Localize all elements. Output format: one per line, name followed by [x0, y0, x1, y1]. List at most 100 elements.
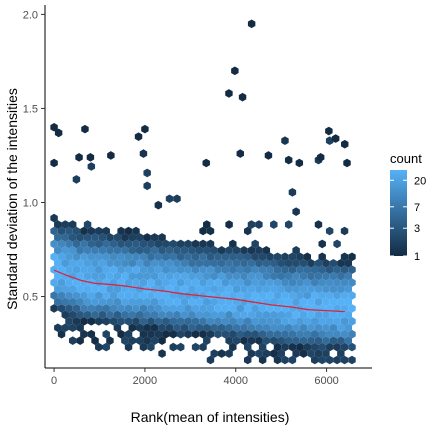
hex-bin — [303, 252, 312, 262]
hex-bin — [262, 284, 271, 294]
hex-bin — [251, 239, 259, 249]
hex-bin — [247, 349, 256, 358]
hex-bin — [270, 297, 278, 307]
hex-bin — [80, 265, 88, 274]
y-tick-label: 2.0 — [23, 9, 38, 21]
hex-bin — [139, 291, 148, 300]
hex-bin — [154, 265, 163, 274]
hex-bin — [180, 297, 189, 307]
hex-bin — [225, 349, 233, 358]
legend-colorbar — [390, 170, 407, 256]
hex-bin — [76, 271, 84, 281]
hex-bin — [206, 317, 215, 326]
hex-bin — [180, 246, 189, 255]
hex-bin — [54, 297, 62, 307]
hex-bin — [117, 226, 125, 236]
hex-bin — [244, 278, 252, 287]
hex-bin — [340, 317, 349, 326]
hex-bin — [109, 239, 118, 249]
hex-bin — [206, 265, 215, 274]
hex-bin — [344, 258, 352, 268]
hex-bin — [247, 220, 256, 229]
hex-bin — [124, 278, 133, 287]
hex-bin — [162, 278, 170, 287]
hex-bin — [244, 291, 252, 300]
hex-bin — [124, 317, 133, 326]
axes — [44, 5, 372, 369]
x-tick-label: 6000 — [314, 375, 338, 387]
hex-bin — [184, 317, 192, 326]
hex-bin — [91, 233, 99, 242]
hex-bin — [232, 258, 241, 268]
hex-bin — [277, 284, 285, 294]
hex-bin — [76, 336, 84, 345]
hex-bin — [311, 342, 319, 352]
hex-bin — [173, 194, 181, 204]
hex-bin — [217, 323, 226, 333]
hex-bin — [348, 304, 356, 313]
hex-bin — [262, 323, 271, 333]
hex-bin — [68, 246, 77, 255]
hex-bin — [270, 310, 278, 320]
hex-bin — [91, 271, 99, 281]
hex-bin — [273, 291, 282, 300]
hex-bin — [124, 291, 133, 300]
hex-bin — [154, 291, 163, 300]
hex-bin — [240, 336, 248, 345]
hex-bin — [180, 284, 189, 294]
hex-bin — [329, 310, 338, 320]
hex-bin — [65, 278, 73, 287]
hex-bin — [188, 271, 196, 281]
hex-bin — [311, 329, 319, 339]
hex-bin — [121, 258, 129, 268]
hex-bin — [195, 323, 204, 333]
hex-bin — [113, 323, 122, 333]
hex-bin — [325, 278, 334, 287]
hex-bin — [57, 304, 66, 313]
hex-bin — [251, 252, 259, 262]
hex-bin — [162, 329, 170, 339]
hex-bin — [284, 310, 293, 320]
hex-bin — [199, 252, 207, 262]
hex-bin — [191, 278, 200, 287]
hex-bin — [150, 258, 159, 268]
hex-bin — [258, 265, 267, 274]
hex-bin — [244, 252, 252, 262]
hex-bin — [132, 304, 140, 313]
legend-breaks: 20 7 3 1 — [390, 175, 426, 263]
hex-bin — [76, 297, 84, 307]
hex-bin — [203, 271, 211, 281]
hex-bin — [68, 220, 77, 229]
hex-bin — [203, 258, 211, 268]
hex-bin — [65, 265, 73, 274]
hex-bin — [158, 336, 166, 345]
hex-bin — [322, 323, 330, 333]
hex-bin — [109, 265, 118, 274]
hex-bin — [251, 329, 259, 339]
hex-bin — [255, 258, 263, 268]
outlier-hex — [81, 124, 89, 134]
hex-bin — [251, 317, 259, 326]
hex-bin — [83, 310, 92, 320]
hex-bin — [296, 265, 304, 274]
hex-bin — [325, 355, 334, 365]
hex-bin — [191, 239, 200, 249]
hex-bin — [273, 355, 282, 365]
hex-bin — [217, 258, 226, 268]
hex-bin — [102, 226, 110, 236]
hex-bin — [329, 297, 338, 307]
outlier-hex — [331, 134, 340, 143]
hexbin-layer — [50, 136, 356, 365]
outlier-hex — [202, 158, 210, 168]
hex-bin — [136, 297, 144, 307]
hex-bin — [333, 291, 341, 300]
hex-bin — [247, 246, 256, 255]
hex-bin — [61, 310, 69, 320]
hex-bin — [117, 278, 125, 287]
hex-bin — [132, 317, 140, 326]
hex-bin — [240, 258, 248, 268]
legend-break-label: 7 — [414, 202, 420, 214]
hex-bin — [143, 168, 151, 178]
hex-bin — [344, 271, 352, 281]
hex-bin — [65, 252, 73, 262]
